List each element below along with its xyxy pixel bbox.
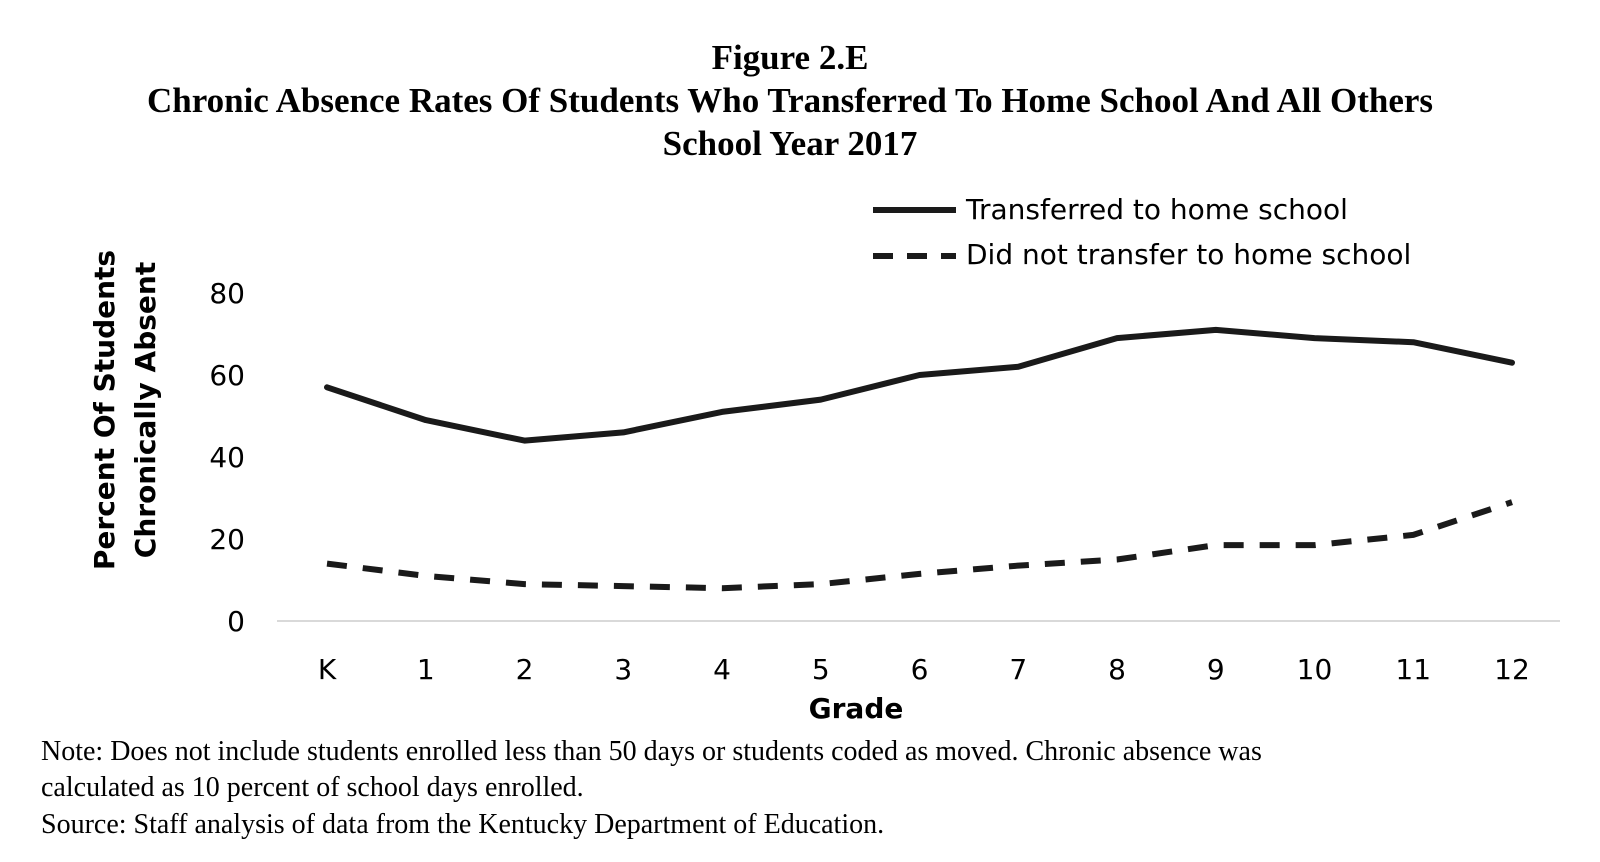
- x-tick-label: 7: [1009, 653, 1027, 686]
- x-tick-label: K: [318, 653, 337, 686]
- legend-label-transferred: Transferred to home school: [966, 193, 1348, 226]
- x-tick-label: 12: [1494, 653, 1530, 686]
- x-tick-label: 1: [417, 653, 435, 686]
- y-tick-label: 0: [227, 605, 245, 638]
- y-tick-label: 80: [209, 277, 245, 310]
- x-tick-label: 4: [713, 653, 731, 686]
- chart-subtitle: School Year 2017: [662, 124, 918, 163]
- x-tick-label: 11: [1395, 653, 1431, 686]
- figure-number: Figure 2.E: [711, 38, 869, 77]
- y-tick-label: 20: [209, 523, 245, 556]
- legend-label-not-transferred: Did not transfer to home school: [966, 238, 1412, 271]
- x-axis-title: Grade: [809, 692, 904, 725]
- x-tick-label: 10: [1297, 653, 1333, 686]
- note-line-2: calculated as 10 percent of school days …: [41, 772, 584, 803]
- x-tick-label: 3: [614, 653, 632, 686]
- chart-title: Chronic Absence Rates Of Students Who Tr…: [146, 81, 1434, 120]
- x-tick-label: 9: [1207, 653, 1225, 686]
- series-line-transferred: [324, 326, 1515, 444]
- y-axis-title-line2: Chronically Absent: [129, 262, 162, 558]
- x-tick-label: 6: [911, 653, 929, 686]
- series-line-not-transferred: [326, 499, 1513, 592]
- y-axis-title-line1: Percent Of Students: [88, 250, 121, 570]
- source-line: Source: Staff analysis of data from the …: [41, 809, 885, 840]
- note-line-1: Note: Does not include students enrolled…: [41, 736, 1262, 767]
- y-tick-label: 40: [209, 441, 245, 474]
- x-tick-label: 5: [812, 653, 830, 686]
- x-tick-label: 8: [1108, 653, 1126, 686]
- x-tick-label: 2: [516, 653, 534, 686]
- y-tick-label: 60: [209, 359, 245, 392]
